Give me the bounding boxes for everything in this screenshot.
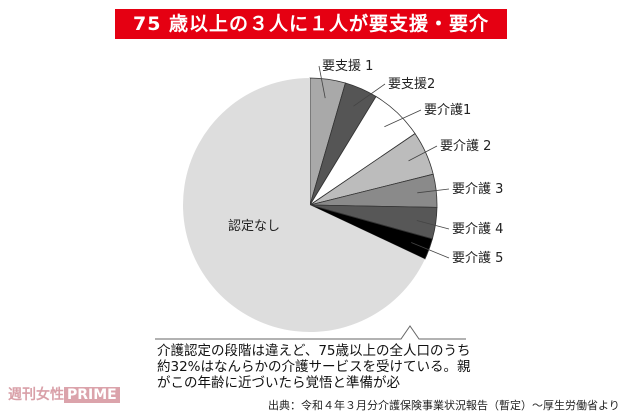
slice-label: 要支援2 xyxy=(388,77,435,92)
slice-label: 認定なし xyxy=(228,218,280,234)
slice-label: 要支援 1 xyxy=(322,59,373,74)
slice-label: 要介護 4 xyxy=(452,221,503,237)
caption-pointer xyxy=(155,325,466,340)
logo-text: 週刊女性 xyxy=(8,387,64,403)
logo: 週刊女性 PRIME xyxy=(8,384,120,404)
caption: 介護認定の段階は違えど、75歳以上の全人口のうち約32%はなんらかの介護サービス… xyxy=(157,343,471,391)
slice-label: 要介護 5 xyxy=(452,250,503,266)
leader-line xyxy=(384,109,422,128)
leader-line xyxy=(318,65,326,99)
pie-slice xyxy=(182,78,425,332)
leader-line xyxy=(408,145,438,162)
source-note: 出典：令和４年３月分介護保険事業状況報告（暫定）〜厚生労働省より xyxy=(268,399,620,412)
slice-label: 要介護 3 xyxy=(452,181,503,197)
leader-line xyxy=(416,220,450,230)
slice-label: 要介護1 xyxy=(424,102,471,118)
chart-title: 75 歳以上の３人に１人が要支援・要介護！ xyxy=(115,9,507,65)
leader-line xyxy=(353,83,386,107)
pie-slice xyxy=(309,204,433,260)
leader-line xyxy=(411,242,450,259)
logo-text-prime: PRIME xyxy=(64,387,120,403)
slice-label: 要介護 2 xyxy=(440,138,491,154)
leader-line xyxy=(417,188,450,194)
